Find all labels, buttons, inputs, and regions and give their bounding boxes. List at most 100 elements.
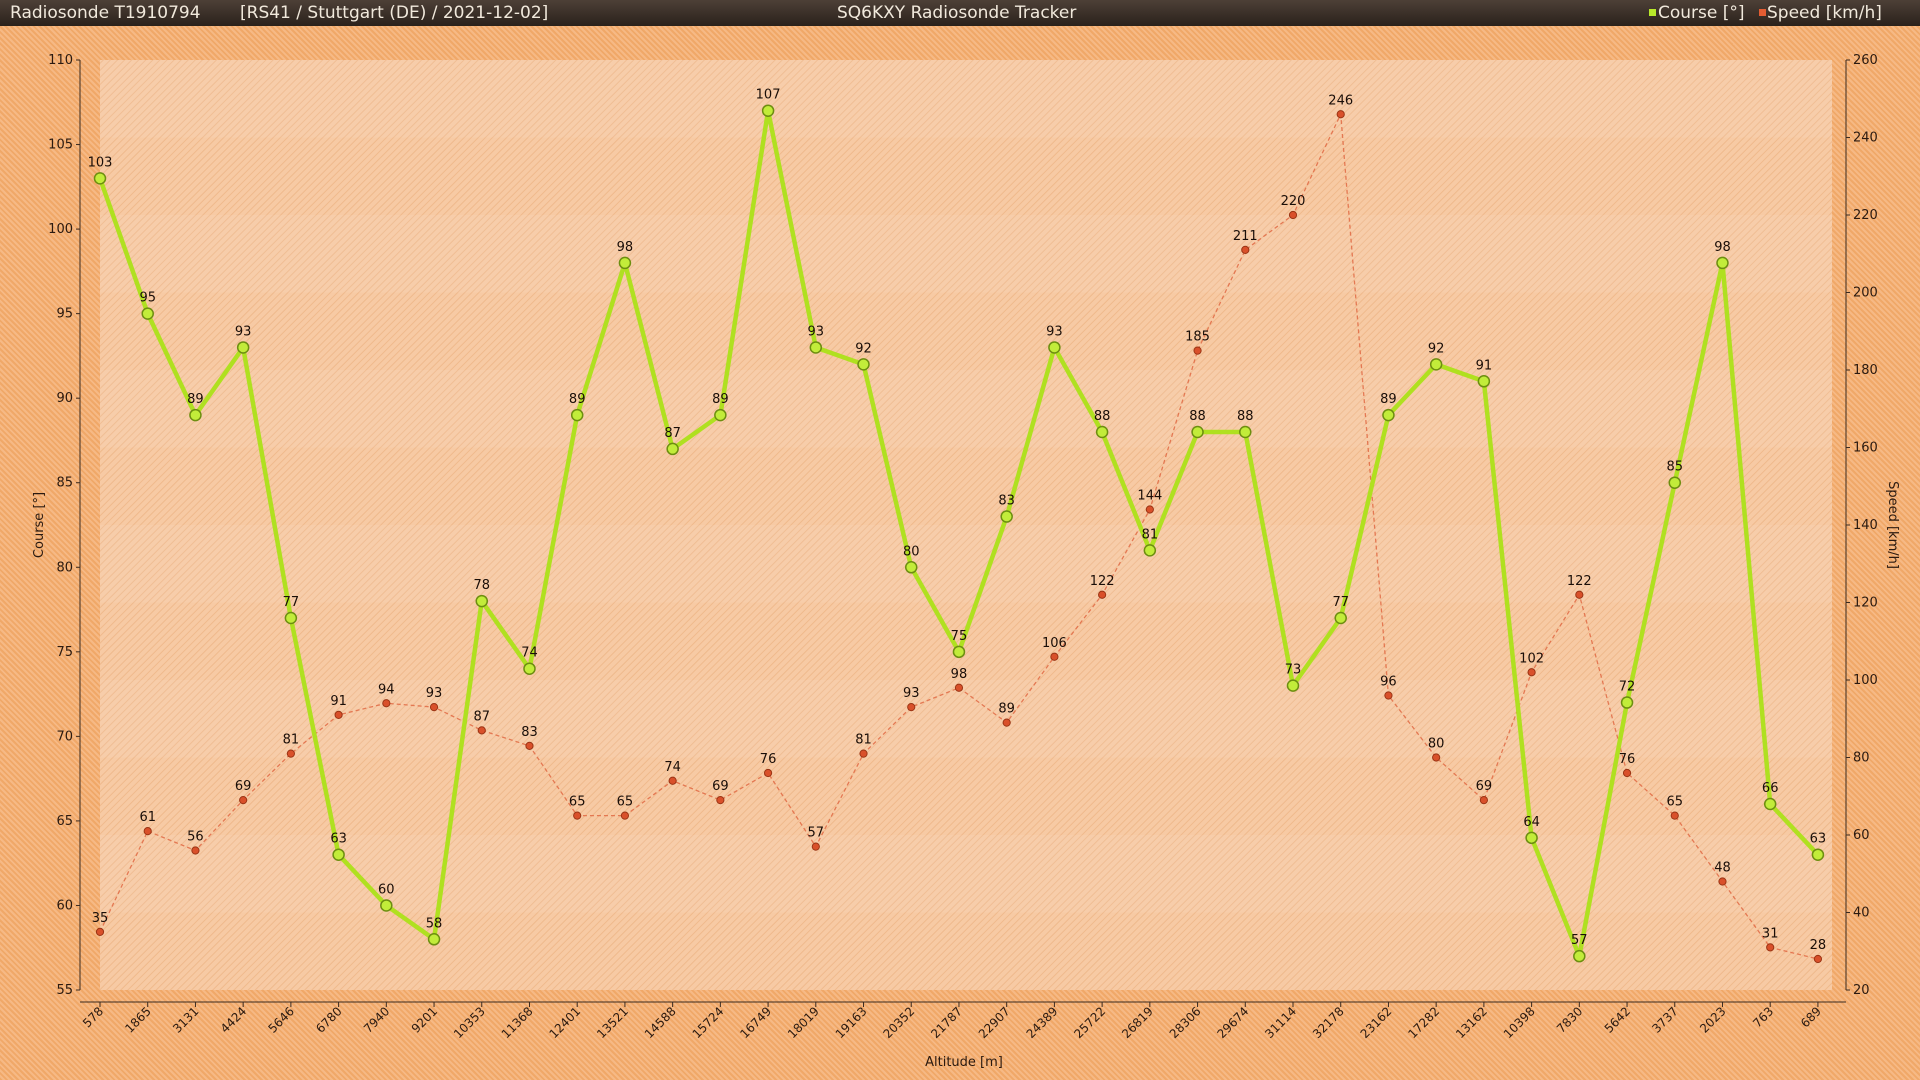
course-point [1382, 408, 1395, 422]
speed-data-label: 81 [855, 733, 872, 748]
course-point [189, 408, 202, 422]
y-tick-label-left: 80 [56, 560, 73, 575]
course-point [952, 645, 966, 659]
course-point [618, 256, 632, 270]
y-tick-label-right: 60 [1853, 828, 1870, 843]
course-data-label: 77 [283, 595, 300, 610]
course-point [857, 358, 870, 371]
course-point [714, 408, 727, 422]
course-data-label: 63 [1810, 832, 1827, 847]
speed-data-label: 80 [1428, 737, 1445, 752]
x-tick-label: 22907 [976, 1004, 1013, 1041]
x-tick-label: 25722 [1071, 1004, 1108, 1041]
course-point [666, 442, 679, 456]
speed-point [1479, 796, 1488, 805]
speed-point [1813, 954, 1823, 964]
speed-point [954, 683, 964, 692]
y-tick-label-left: 65 [56, 814, 73, 829]
y-tick-label-left: 55 [56, 983, 73, 998]
course-data-label: 93 [808, 324, 825, 339]
course-point [284, 611, 298, 625]
course-data-label: 63 [330, 832, 347, 847]
speed-data-label: 122 [1567, 574, 1592, 589]
speed-data-label: 83 [521, 725, 538, 740]
course-data-label: 92 [855, 341, 872, 356]
course-point [1286, 679, 1300, 692]
course-data-label: 85 [1666, 460, 1683, 475]
speed-point [1193, 346, 1202, 355]
legend-course-marker [1649, 9, 1656, 16]
legend-course: Course [°] [1658, 3, 1745, 23]
course-data-label: 92 [1428, 341, 1445, 356]
sonde-info: [RS41 / Stuttgart (DE) / 2021-12-02] [240, 3, 549, 23]
course-point [1095, 425, 1109, 439]
y-tick-label-right: 200 [1853, 286, 1878, 301]
speed-point [811, 842, 820, 851]
course-data-label: 72 [1619, 680, 1636, 695]
course-data-label: 57 [1571, 933, 1588, 948]
x-tick-label: 29674 [1214, 1004, 1251, 1041]
course-data-label: 88 [1237, 409, 1254, 424]
course-point [475, 594, 489, 608]
speed-data-label: 87 [473, 709, 490, 724]
course-point [1668, 476, 1682, 489]
y-tick-label-right: 40 [1853, 906, 1870, 921]
speed-point [477, 726, 486, 735]
y-tick-label-left: 95 [56, 307, 73, 322]
y-tick-label-right: 20 [1853, 983, 1870, 998]
speed-data-label: 144 [1137, 489, 1162, 504]
course-point [332, 848, 345, 861]
x-tick-label: 7830 [1554, 1004, 1585, 1035]
speed-point [1002, 718, 1011, 727]
course-data-label: 58 [426, 916, 443, 931]
x-tick-label: 1865 [122, 1004, 153, 1035]
course-data-label: 78 [473, 578, 490, 593]
x-tick-label: 763 [1750, 1004, 1776, 1030]
course-point [1477, 375, 1491, 388]
course-point [1048, 341, 1061, 354]
course-data-label: 89 [569, 392, 586, 407]
course-data-label: 87 [664, 426, 681, 441]
speed-point [191, 846, 200, 855]
plot-area [100, 60, 1832, 990]
speed-data-label: 211 [1233, 229, 1258, 244]
speed-point [1766, 943, 1775, 952]
x-tick-label: 18019 [785, 1004, 822, 1041]
x-tick-label: 7940 [361, 1004, 392, 1035]
speed-point [525, 741, 534, 750]
x-tick-label: 32178 [1310, 1004, 1347, 1041]
course-point [1191, 425, 1204, 439]
course-point [1573, 949, 1586, 963]
y-tick-label-right: 80 [1853, 751, 1870, 766]
speed-data-label: 106 [1042, 636, 1067, 651]
y-tick-label-left: 85 [56, 476, 73, 491]
course-data-label: 80 [903, 544, 920, 559]
y-axis-label-right: Speed [km/h] [1885, 481, 1900, 569]
y-tick-label-left: 110 [48, 53, 73, 68]
speed-data-label: 98 [951, 667, 968, 682]
course-point [141, 307, 154, 320]
x-axis-label: Altitude [m] [925, 1055, 1003, 1070]
x-tick-label: 578 [80, 1004, 106, 1030]
y-tick-label-left: 105 [48, 138, 73, 153]
course-data-label: 60 [378, 882, 395, 897]
speed-data-label: 91 [330, 694, 347, 709]
x-tick-label: 6780 [313, 1004, 344, 1035]
course-data-label: 93 [1046, 324, 1063, 339]
speed-data-label: 31 [1762, 926, 1779, 941]
speed-point [1670, 811, 1679, 820]
speed-data-label: 69 [1476, 779, 1493, 794]
speed-data-label: 48 [1714, 861, 1731, 876]
speed-point [1241, 245, 1250, 254]
speed-data-label: 185 [1185, 330, 1210, 345]
y-axis-label-left: Course [°] [32, 492, 47, 558]
speed-point [1622, 768, 1632, 778]
speed-data-label: 81 [283, 733, 300, 748]
speed-point [573, 811, 582, 820]
sonde-id: Radiosonde T1910794 [10, 3, 201, 23]
speed-data-label: 69 [235, 779, 252, 794]
course-point [1143, 544, 1157, 557]
speed-data-label: 89 [998, 702, 1015, 717]
speed-data-label: 65 [1666, 795, 1683, 810]
app-title: SQ6KXY Radiosonde Tracker [837, 3, 1077, 23]
